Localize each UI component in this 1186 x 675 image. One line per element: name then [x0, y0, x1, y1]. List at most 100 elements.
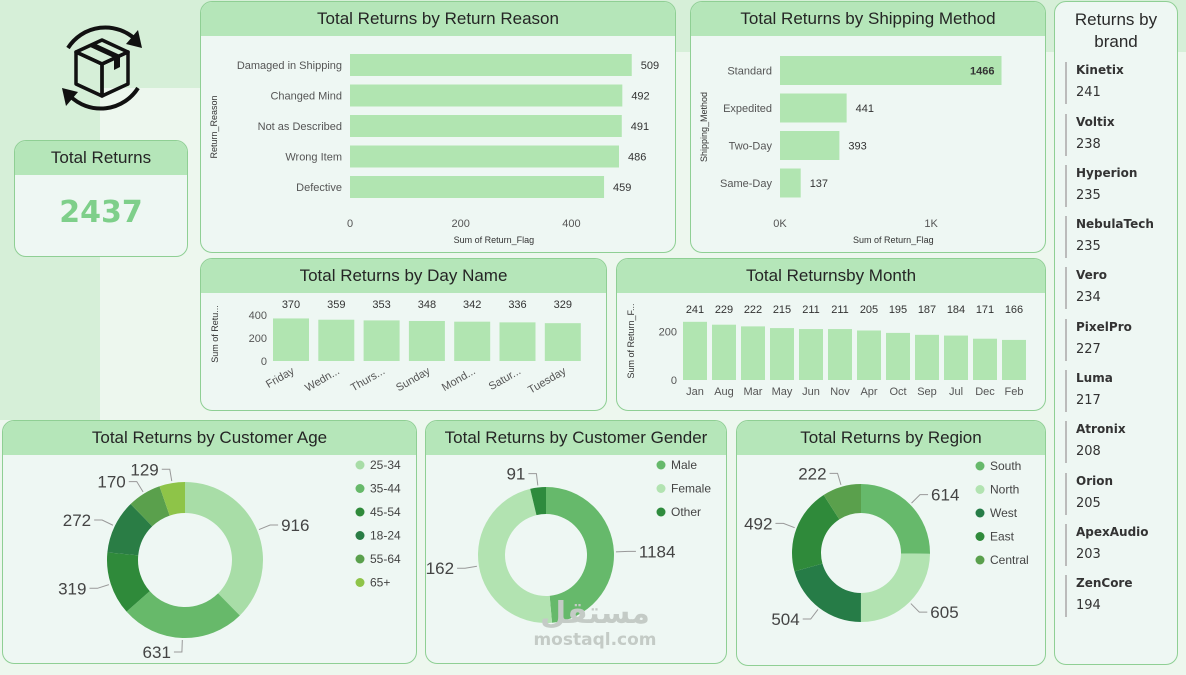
return-reason-card: Total Returns by Return Reason Damaged i… [200, 1, 676, 253]
shipping-method-card: Total Returns by Shipping Method Standar… [690, 1, 1046, 253]
kpi-title: Total Returns [15, 141, 187, 175]
data-label: 342 [463, 299, 481, 311]
bar [915, 334, 939, 380]
data-label: 184 [947, 304, 965, 316]
legend-label: 25-34 [370, 458, 401, 472]
region-chart: 614 South 605 North 504 West 492 East 222 Central [744, 459, 1029, 629]
bar [318, 319, 355, 361]
bar [454, 321, 491, 361]
legend-marker [355, 507, 365, 517]
category-label: Dec [975, 386, 995, 398]
data-label: 170 [97, 473, 125, 492]
brand-value: 235 [1076, 187, 1101, 203]
customer-age-card: Total Returns by Customer Age 916 25-34 63… [2, 420, 417, 664]
bar [350, 54, 632, 76]
brand-name: Atronix [1076, 422, 1126, 437]
brand-card-title: Returns by brand [1074, 10, 1158, 51]
brand-value: 194 [1076, 598, 1101, 614]
legend-marker [975, 508, 985, 518]
legend-label: 45-54 [370, 505, 401, 519]
category-label: Sunday [394, 365, 433, 394]
category-label: Tuesday [526, 365, 569, 397]
day-name-chart: 370 Friday 359 Wedn... 353 Thurs... 348 Sunday 3… [210, 299, 581, 397]
data-label: 211 [831, 304, 849, 316]
data-label: 272 [63, 511, 91, 530]
customer-age-title: Total Returns by Customer Age [3, 421, 416, 455]
region-title: Total Returns by Region [737, 421, 1045, 455]
data-label: 359 [327, 299, 345, 311]
leader-line [829, 472, 842, 486]
data-label: 509 [641, 60, 659, 72]
leader-line [802, 609, 819, 620]
bar [780, 93, 847, 123]
leader-line [775, 522, 795, 529]
return-reason-chart: Damaged in Shipping 509 Changed Mind 492 Not… [209, 54, 659, 245]
day-name-title: Total Returns by Day Name [201, 259, 606, 293]
data-label: 1466 [970, 66, 994, 78]
legend-marker [975, 555, 985, 565]
y-axis-title: Sum of Retu... [210, 305, 220, 363]
data-label: 91 [506, 465, 525, 484]
legend-label: West [990, 506, 1018, 520]
data-label: 171 [976, 304, 994, 316]
donut-slice [107, 504, 153, 556]
x-tick-label: 400 [562, 218, 580, 230]
customer-gender-chart: 1184 Male 1162 Female 91 Other [426, 458, 711, 623]
category-label: Not as Described [258, 121, 342, 133]
data-label: 229 [715, 304, 733, 316]
x-tick-label: 200 [452, 218, 470, 230]
data-label: 187 [918, 304, 936, 316]
data-label: 211 [802, 304, 820, 316]
month-chart: 241 Jan 229 Aug 222 Mar 215 May 211 Jun 211 Nov 205 A… [626, 303, 1026, 398]
data-label: 195 [889, 304, 907, 316]
legend-label: North [990, 483, 1019, 497]
bar [944, 335, 968, 380]
brand-value: 241 [1076, 85, 1101, 101]
x-tick-label: 0K [773, 218, 787, 230]
bar [857, 330, 881, 380]
brand-value: 217 [1076, 393, 1101, 409]
category-label: Mond... [440, 365, 478, 394]
leader-line [528, 473, 539, 486]
donut-slice [860, 553, 930, 622]
brand-name: PixelPro [1076, 319, 1132, 334]
brand-name: Hyperion [1076, 165, 1138, 180]
shipping-method-title: Total Returns by Shipping Method [691, 2, 1045, 36]
legend-label: 35-44 [370, 482, 401, 496]
category-label: Apr [860, 386, 877, 398]
leader-line [457, 565, 477, 569]
bar [780, 56, 1002, 85]
data-label: 1184 [639, 542, 676, 561]
legend-marker [975, 485, 985, 494]
data-label: 348 [418, 299, 436, 311]
bar [683, 321, 707, 380]
brand-name: ZenCore [1076, 576, 1133, 591]
legend-label: Male [671, 458, 697, 472]
data-label: 605 [930, 603, 958, 622]
legend-marker [355, 460, 365, 470]
bar [273, 318, 309, 361]
category-label: Sep [917, 386, 937, 398]
returns-by-brand-card: Returns by brand Kinetix 241 Voltix 238 Hype… [1054, 1, 1178, 665]
category-label: Satur... [487, 365, 523, 393]
brand-item: Orion 205 [1065, 472, 1177, 515]
watermark: مستقل mostaql.com [520, 598, 670, 651]
category-label: Jun [802, 386, 820, 398]
donut-slice [107, 552, 150, 612]
brand-item: Kinetix 241 [1065, 62, 1177, 105]
category-label: May [772, 386, 793, 398]
y-tick-label: 0 [261, 356, 267, 368]
bar [408, 320, 445, 361]
x-tick-label: 1K [924, 218, 938, 230]
legend-label: East [990, 530, 1015, 544]
legend-label: 65+ [370, 576, 390, 590]
donut-slice [126, 591, 240, 638]
bar [886, 332, 910, 380]
brand-item: PixelPro 227 [1065, 318, 1177, 361]
customer-gender-card: Total Returns by Customer Gender 1184 Mal… [425, 420, 727, 664]
leader-line [128, 481, 144, 493]
data-label: 631 [143, 643, 171, 662]
brand-name: Voltix [1076, 114, 1115, 129]
brand-item: ZenCore 194 [1065, 575, 1177, 618]
kpi-value: 2437 [59, 195, 143, 230]
